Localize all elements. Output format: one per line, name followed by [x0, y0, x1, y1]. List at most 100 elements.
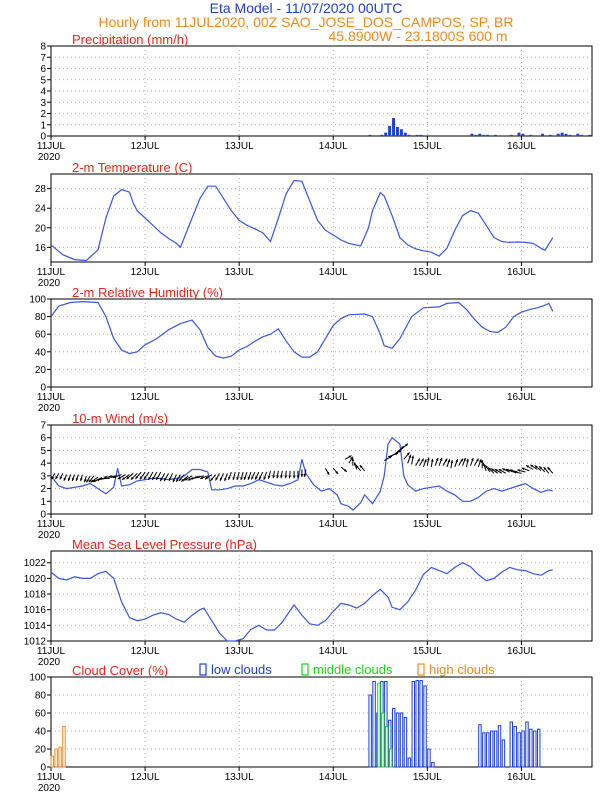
wind-arrowhead — [190, 477, 194, 480]
y-tick-label: 16 — [35, 243, 47, 254]
y-tick-label: 80 — [35, 312, 47, 323]
y-tick-label: 1 — [40, 497, 46, 508]
legend-swatch — [199, 663, 207, 676]
y-tick-label: 100 — [29, 673, 46, 684]
x-tick-label: 12JUL — [131, 267, 160, 278]
bar-mark — [580, 134, 584, 136]
wind-arrowhead — [505, 468, 509, 472]
wind-arrowhead — [483, 463, 486, 466]
plot-frame — [50, 550, 593, 642]
wind-arrowhead — [215, 477, 218, 481]
wind-arrowhead — [517, 469, 521, 472]
x-tick-label: 11JUL — [37, 392, 66, 403]
wind-arrowhead — [494, 469, 498, 472]
y-tick-label: 5 — [40, 446, 46, 457]
wind-arrowhead — [152, 476, 155, 480]
bar-mark — [493, 134, 497, 136]
bar-mark — [533, 730, 537, 768]
x-tick-label: 11JUL — [37, 267, 66, 278]
wind-arrowhead — [276, 475, 279, 479]
wind-arrowhead — [179, 478, 182, 481]
chart-subtitle-location: Hourly from 11JUL2020, 00Z SAO_JOSE_DOS_… — [99, 14, 514, 30]
bar-mark — [403, 717, 408, 768]
bar-mark — [482, 134, 486, 136]
x-tick-label: 13JUL — [225, 772, 254, 783]
panel-cloud-cover: 11JUL 12JUL 13JUL 14JUL 15JUL 16JUL 2020 0 20 40 6… — [29, 662, 593, 792]
wind-arrowhead — [480, 460, 484, 463]
bar-mark — [529, 134, 533, 136]
wind-arrowhead — [488, 467, 491, 471]
wind-arrowhead — [335, 471, 339, 474]
wind-arrowhead — [424, 459, 427, 463]
y-tick-label: 1016 — [24, 605, 47, 616]
bar-mark — [368, 694, 372, 768]
x-tick-label: 12JUL — [131, 392, 160, 403]
bar-mark — [419, 680, 423, 768]
wind-arrowhead — [126, 476, 130, 480]
y-tick-label: 20 — [35, 223, 47, 234]
wind-arrowhead — [148, 476, 151, 480]
bar-mark — [389, 748, 393, 768]
y-tick-label: 4 — [40, 87, 46, 98]
x-tick-label: 15JUL — [413, 392, 442, 403]
y-tick-label: 28 — [35, 184, 47, 195]
wind-arrowhead — [455, 459, 458, 463]
bar-mark — [407, 134, 411, 136]
wind-arrowhead — [466, 458, 469, 462]
bar-mark — [431, 762, 435, 768]
wind-arrowhead — [272, 475, 275, 479]
wind-arrowhead — [55, 476, 58, 480]
wind-arrowhead — [143, 476, 147, 480]
wind-arrowhead — [224, 478, 227, 482]
wind-arrowhead — [280, 475, 283, 479]
bar-mark — [521, 133, 525, 136]
bar-mark — [399, 129, 403, 136]
x-tick-label: 13JUL — [225, 141, 254, 152]
wind-arrowhead — [288, 475, 292, 479]
wind-arrowhead — [75, 478, 79, 481]
bar-mark — [419, 134, 423, 136]
wind-arrowhead — [427, 457, 430, 461]
wind-arrowhead — [130, 476, 134, 480]
wind-arrowhead — [104, 475, 107, 479]
wind-arrowhead — [343, 469, 347, 472]
bar-mark — [576, 133, 580, 136]
wind-arrowhead — [353, 462, 357, 466]
x-tick-label: 14JUL — [319, 772, 348, 783]
wind-arrowhead — [435, 457, 439, 461]
wind-arrowhead — [284, 475, 288, 479]
x-tick-label: 14JUL — [319, 646, 348, 657]
bar-mark — [568, 134, 572, 136]
bar-mark — [54, 748, 58, 768]
y-tick-label: 60 — [35, 330, 47, 341]
x-tick-label: 16JUL — [507, 772, 536, 783]
x-tick-label: 16JUL — [507, 267, 536, 278]
y-tick-label: 6 — [40, 433, 46, 444]
wind-arrowhead — [228, 476, 231, 480]
bar-mark — [62, 726, 66, 768]
panel-wind: 11JUL 12JUL 13JUL 14JUL 15JUL 16JUL 2020 0 1 2 34 5… — [37, 411, 593, 541]
x-year-label: 2020 — [38, 403, 61, 414]
bar-mark — [486, 134, 490, 136]
wind-arrowhead — [251, 476, 254, 480]
y-tick-label: 80 — [35, 691, 47, 702]
bar-mark — [497, 725, 502, 768]
wind-arrowhead — [300, 474, 304, 477]
y-tick-label: 40 — [35, 347, 47, 358]
plot-frame — [50, 45, 593, 137]
x-tick-label: 11JUL — [37, 772, 66, 783]
wind-arrowhead — [200, 476, 203, 479]
wind-arrowhead — [498, 469, 502, 472]
bar-mark — [403, 132, 407, 136]
x-tick-label: 14JUL — [319, 519, 348, 530]
wind-arrowhead — [210, 478, 214, 481]
panel-title: Precipitation (mm/h) — [72, 32, 188, 47]
y-tick-label: 6 — [40, 64, 46, 75]
y-tick-label: 3 — [40, 471, 46, 482]
bar-mark — [50, 755, 54, 768]
wind-arrowhead — [205, 476, 208, 480]
y-tick-label: 4 — [40, 459, 46, 470]
y-tick-label: 2 — [40, 484, 46, 495]
wind-arrowhead — [421, 458, 424, 462]
wind-arrowhead — [236, 477, 239, 480]
